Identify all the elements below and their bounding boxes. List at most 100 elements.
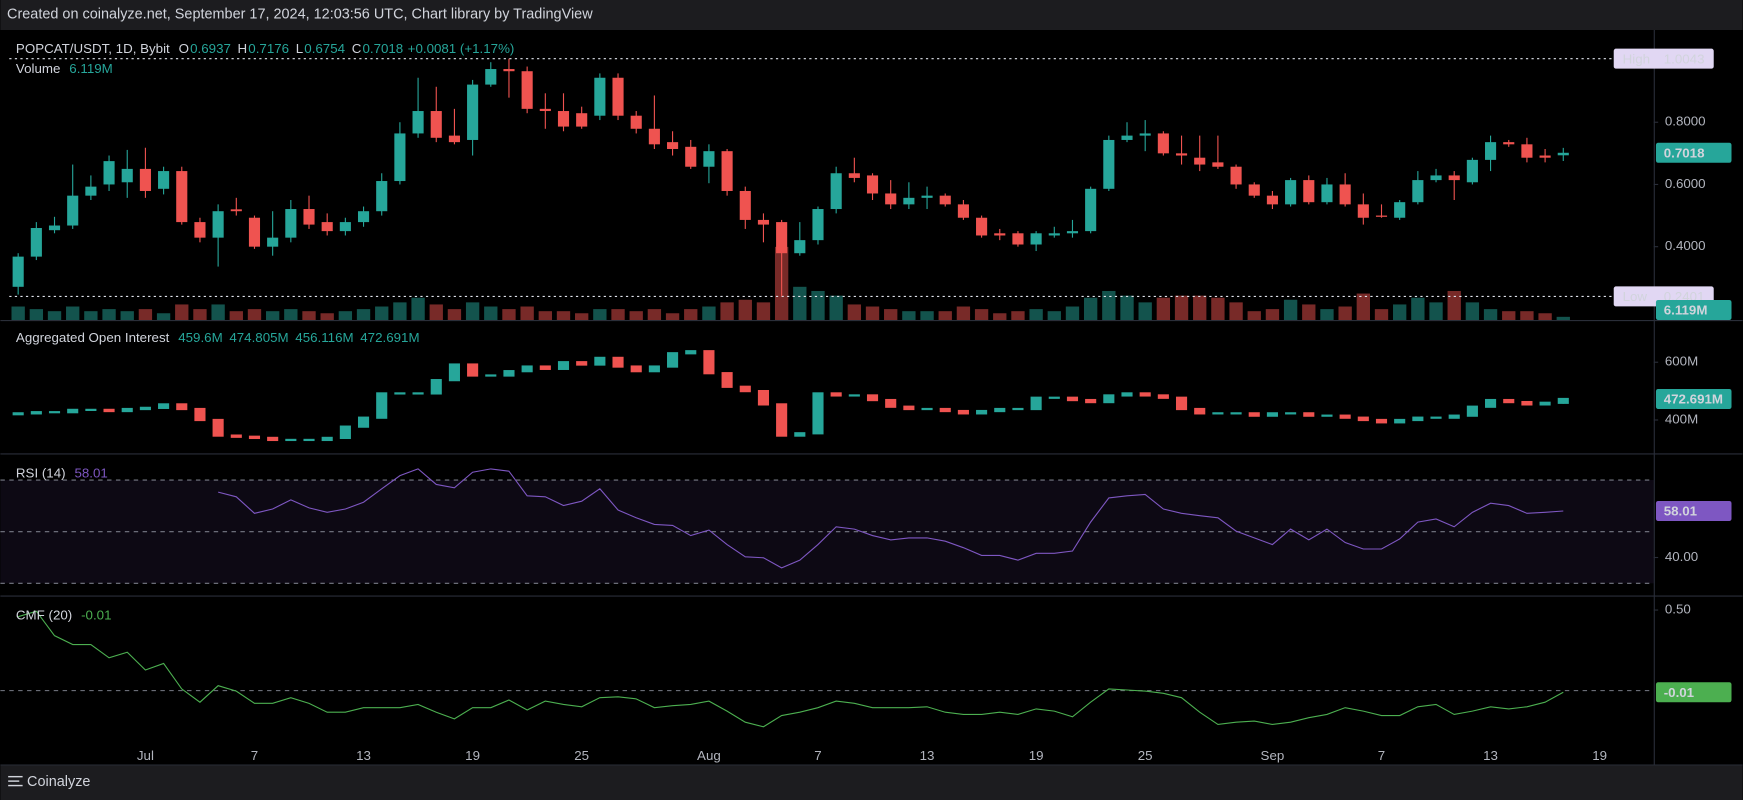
volume-bar: [29, 309, 44, 320]
oi-body: [1321, 414, 1333, 417]
oi-body: [1266, 412, 1278, 417]
volume-bar: [793, 286, 807, 320]
candle-body: [376, 181, 388, 212]
oi-body: [1212, 412, 1224, 415]
legend-item: -0.01: [81, 607, 111, 622]
candle-body: [1048, 233, 1060, 236]
candle-body: [248, 217, 261, 247]
legend-item: 474.805M: [229, 329, 288, 344]
volume-bar: [538, 311, 552, 320]
candle-body: [866, 175, 879, 194]
candle-body: [1085, 188, 1097, 232]
oi-body: [1539, 401, 1551, 406]
candle-body: [667, 142, 679, 149]
volume-tag-bg: [1655, 300, 1732, 320]
oi-body: [1521, 400, 1533, 406]
legend-item: L: [296, 40, 303, 55]
volume-bar: [393, 302, 407, 320]
candle-body: [1466, 159, 1478, 183]
legend: POPCAT/USDT, 1D, Bybit O0.6937 H0.7176 L0.6…: [16, 40, 514, 55]
legend-item: 0.6937: [190, 40, 231, 55]
oi-body: [303, 438, 315, 442]
footer-bar: [0, 765, 1743, 800]
candle-body: [212, 211, 224, 238]
x-tick-label: 19: [1592, 748, 1607, 763]
volume-bar: [1011, 311, 1025, 320]
y-tick-label: 0.6000: [1665, 176, 1706, 191]
oi-body: [866, 394, 879, 402]
oi-body: [594, 356, 606, 366]
oi-body: [1285, 412, 1297, 415]
indicator-line: [18, 610, 1564, 728]
oi-body: [1175, 396, 1188, 411]
volume-bar: [702, 306, 716, 320]
volume-bar: [1538, 313, 1552, 320]
volume-bar: [993, 313, 1007, 320]
volume-bar: [575, 313, 589, 320]
volume-bar: [811, 290, 825, 320]
oi-body: [503, 370, 515, 377]
candle-body: [1448, 175, 1460, 181]
volume-bar: [1356, 293, 1370, 320]
oi-body: [539, 365, 551, 370]
candle-body: [557, 111, 570, 127]
volume-bar: [593, 309, 607, 320]
candle-body: [939, 195, 951, 205]
legend-item: +0.0081 (+1.17%): [408, 40, 515, 55]
volume-bar: [302, 311, 316, 320]
candle-body: [739, 190, 751, 220]
volume-bar: [1102, 290, 1116, 320]
oi-body: [1448, 414, 1460, 419]
oi-body: [467, 363, 479, 377]
x-tick-label: 25: [1138, 748, 1153, 763]
candle-body: [1485, 142, 1497, 160]
volume-bar: [1229, 302, 1243, 320]
volume-bar: [684, 309, 698, 320]
volume-tag: 6.119M: [1664, 303, 1708, 318]
volume-bar: [265, 311, 280, 320]
volume-bar: [47, 311, 62, 320]
oi-body: [394, 392, 406, 395]
legend-item: 459.6M: [178, 329, 222, 344]
volume-bar: [1029, 309, 1043, 320]
x-tick-label: Aug: [697, 748, 721, 763]
candle-body: [448, 135, 460, 143]
oi-body: [1048, 396, 1060, 399]
legend-item: C: [352, 40, 362, 55]
x-tick-label: Sep: [1261, 748, 1285, 763]
candle-body: [1521, 144, 1533, 158]
candle-body: [1503, 142, 1515, 145]
volume-bar: [411, 297, 425, 320]
candle-body: [1012, 233, 1024, 245]
candle-body: [121, 168, 133, 183]
candle-body: [1557, 152, 1569, 156]
volume-bar: [847, 304, 862, 320]
volume-bar: [1047, 311, 1061, 320]
oi-body: [285, 438, 297, 442]
candle-body: [1321, 184, 1333, 203]
oi-body: [576, 361, 588, 366]
oi-body: [48, 411, 61, 414]
volume-bar: [338, 311, 353, 320]
oi-body: [757, 389, 770, 406]
oi-tag: 472.691M: [1664, 392, 1723, 407]
menu-icon: [8, 775, 23, 787]
oi-body: [1103, 394, 1115, 404]
candle-body: [30, 228, 42, 257]
header-bar: [0, 0, 1743, 30]
indicator-tag-bg: [1655, 500, 1732, 521]
y-tick-label: 400M: [1665, 412, 1698, 427]
candle-body: [685, 146, 697, 167]
legend: Volume 6.119M: [16, 60, 113, 75]
candle-body: [48, 225, 61, 231]
legend-item: RSI (14): [16, 465, 66, 480]
volume-bar: [175, 304, 189, 320]
oi-body: [1503, 398, 1515, 404]
volume-bar: [974, 309, 989, 320]
candle-body: [285, 209, 297, 238]
volume-bar: [1302, 304, 1316, 320]
volume-bar: [156, 313, 171, 320]
indicator-line: [218, 468, 1564, 569]
volume-bar: [1429, 302, 1443, 320]
